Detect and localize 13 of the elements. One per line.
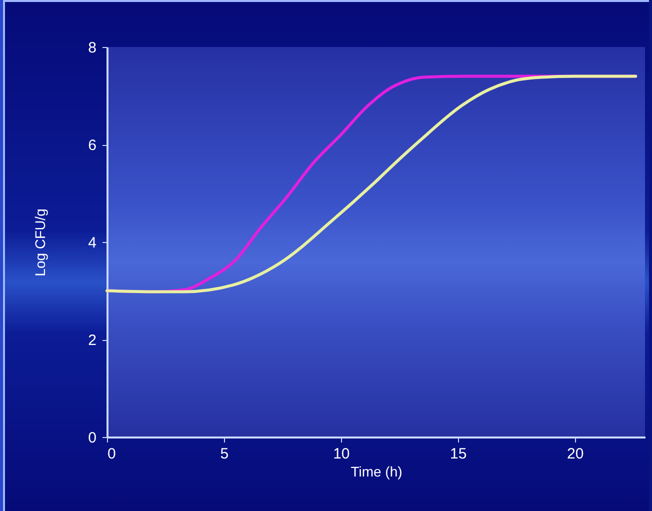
- line-series: [106, 74, 638, 294]
- x-tick-label: 20: [566, 446, 584, 462]
- y-tick-label: 2: [88, 332, 96, 349]
- x-axis-title: Time (h): [350, 464, 402, 480]
- x-tick-label: 0: [108, 446, 116, 462]
- y-axis-title: Log CFU/g: [32, 208, 48, 276]
- y-tick-label: 6: [88, 137, 96, 154]
- y-tick-label: 0: [88, 430, 96, 446]
- x-tick-label: 10: [333, 446, 350, 462]
- y-tick-label: 8: [88, 40, 96, 56]
- x-tick-label: 5: [220, 446, 229, 462]
- y-tick-label: 4: [88, 234, 96, 252]
- x-tick-label: 15: [450, 446, 467, 462]
